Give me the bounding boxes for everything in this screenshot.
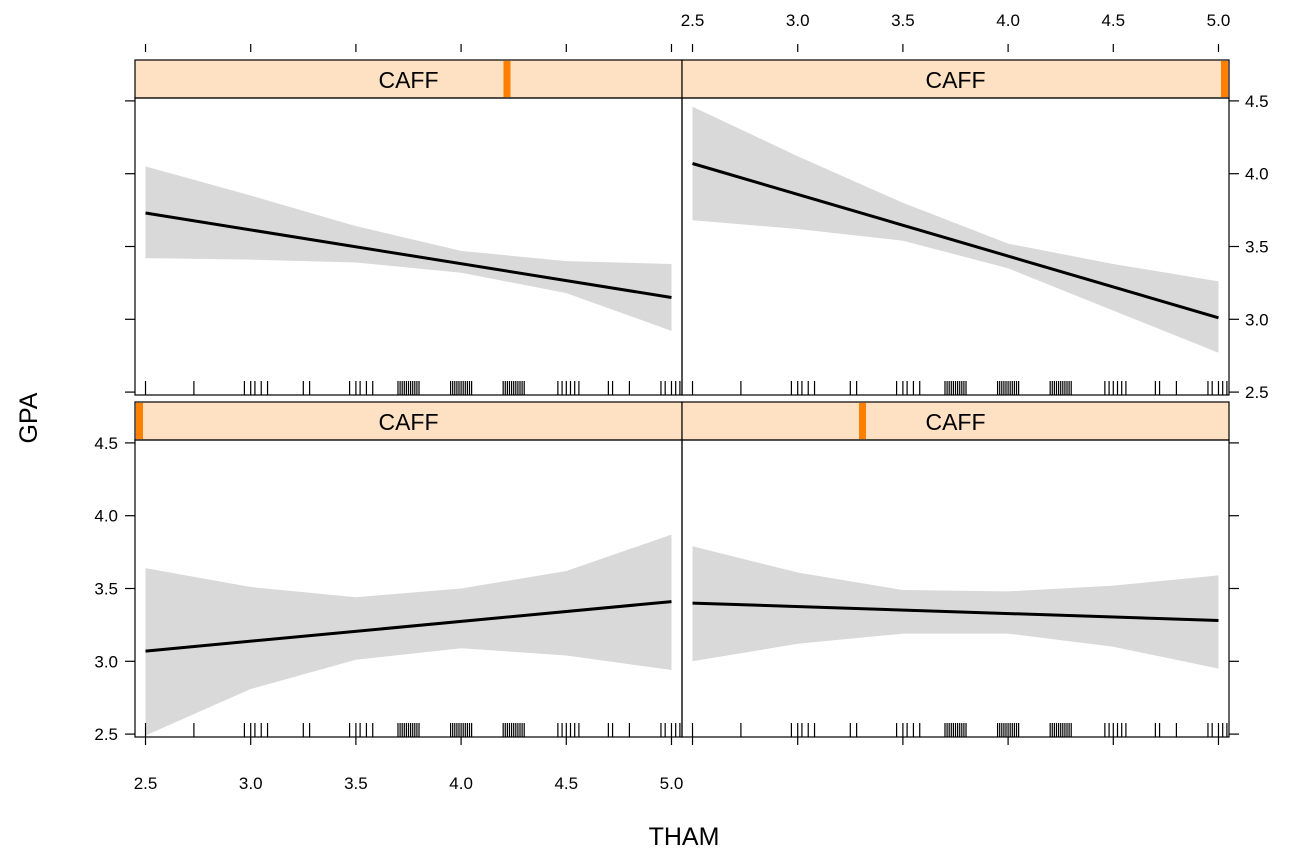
y-tick-label-right: 3.0: [1245, 310, 1269, 329]
fit-line: [145, 600, 672, 653]
y-axis-title: GPA: [15, 392, 43, 443]
x-tick-label-bottom: 3.5: [344, 774, 368, 793]
confidence-band: [692, 546, 1219, 669]
x-tick-label-bottom: 4.0: [449, 774, 473, 793]
confidence-band: [145, 534, 672, 736]
confidence-band: [692, 106, 1219, 353]
x-axis-title: THAM: [649, 823, 720, 851]
strip-level-indicator: [859, 403, 866, 439]
x-tick-label-bottom: 2.5: [134, 774, 158, 793]
y-tick-label-left: 4.0: [94, 507, 118, 526]
x-tick-label-top: 3.0: [786, 11, 810, 30]
x-tick-label-bottom: 4.5: [554, 774, 578, 793]
y-tick-label-left: 3.0: [94, 652, 118, 671]
strip-level-indicator: [503, 61, 511, 97]
strip-level-indicator: [1221, 61, 1228, 97]
confidence-band: [145, 166, 672, 331]
strip-label: CAFF: [378, 67, 438, 93]
strip-background: [134, 59, 683, 99]
panel-top-left: CAFF: [134, 59, 683, 396]
rug: [691, 381, 1228, 395]
panels-layer: CAFF CAFF CAFF CAFF: [134, 59, 1230, 738]
y-tick-label-left: 2.5: [94, 725, 118, 744]
rug: [144, 381, 681, 395]
x-tick-label-top: 5.0: [1207, 11, 1231, 30]
axes-layer: 2.5 3.0 3.5 4.0 4.5 5.0 2.5 3.0 3.5 4.0 4.5 5.0 2.5 3…: [94, 11, 1268, 793]
x-tick-label-top: 4.5: [1101, 11, 1125, 30]
x-tick-label-top: 4.0: [996, 11, 1020, 30]
x-tick-label-top: 3.5: [891, 11, 915, 30]
rug: [691, 723, 1228, 737]
strip-background: [134, 401, 683, 441]
strip-label: CAFF: [925, 409, 985, 435]
y-tick-label-right: 3.5: [1245, 238, 1269, 257]
strip-level-indicator: [136, 403, 143, 439]
fit-line: [145, 211, 672, 299]
panel-bottom-right: CAFF: [681, 401, 1230, 738]
panel-top-right: CAFF: [681, 59, 1230, 396]
y-tick-label-left: 3.5: [94, 580, 118, 599]
panel-bottom-left: CAFF: [134, 401, 683, 738]
strip-background: [681, 59, 1230, 99]
y-tick-label-right: 2.5: [1245, 383, 1269, 402]
fit-line: [692, 162, 1219, 320]
rug: [144, 723, 681, 737]
strip-background: [681, 401, 1230, 441]
y-tick-label-right: 4.5: [1245, 92, 1269, 111]
y-tick-label-left: 4.5: [94, 434, 118, 453]
strip-label: CAFF: [925, 67, 985, 93]
y-tick-label-right: 4.0: [1245, 165, 1269, 184]
x-tick-label-top: 2.5: [681, 11, 705, 30]
fit-line: [692, 601, 1219, 622]
x-tick-label-bottom: 5.0: [660, 774, 684, 793]
strip-label: CAFF: [378, 409, 438, 435]
x-tick-label-bottom: 3.0: [239, 774, 263, 793]
